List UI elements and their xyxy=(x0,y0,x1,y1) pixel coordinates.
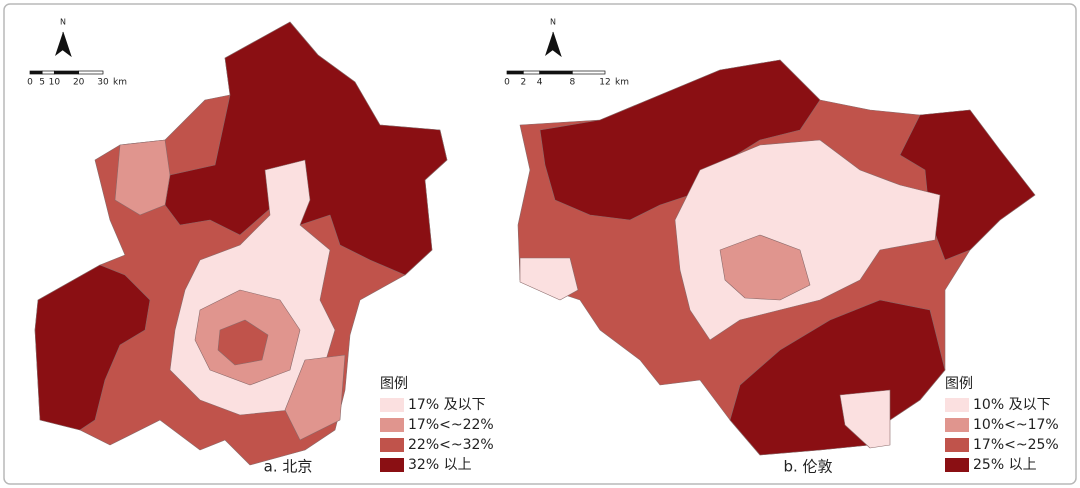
scale-unit: km xyxy=(615,78,629,88)
scale-tick-label: 12 xyxy=(599,78,610,88)
legend-swatch xyxy=(380,398,404,412)
north-arrow xyxy=(62,31,72,58)
legend-swatch xyxy=(945,438,969,452)
legend-swatch xyxy=(380,418,404,432)
london-map xyxy=(517,59,1036,456)
north-arrow xyxy=(545,32,553,56)
legend-swatch xyxy=(945,458,969,472)
scale-tick-label: 0 xyxy=(504,78,510,88)
legend-label: 17%<~25% xyxy=(973,437,1059,453)
legend-label: 32% 以上 xyxy=(408,457,472,473)
scale-segment xyxy=(539,70,573,75)
scale-segment xyxy=(78,70,104,75)
north-label: N xyxy=(550,18,556,27)
scale-tick-label: 10 xyxy=(49,78,61,88)
scale-tick-label: 8 xyxy=(569,78,575,88)
legend-label: 22%<~32% xyxy=(408,437,494,453)
north-arrow xyxy=(55,32,63,56)
legend-title: 图例 xyxy=(945,376,973,392)
legend-label: 17%<~22% xyxy=(408,417,494,433)
legend-swatch xyxy=(945,418,969,432)
scale-segment xyxy=(522,70,541,75)
north-label: N xyxy=(60,18,66,27)
scale-tick-label: 2 xyxy=(520,78,526,88)
scale-segment xyxy=(571,70,606,75)
scale-tick-label: 0 xyxy=(27,78,33,88)
panel-caption: a. 北京 xyxy=(264,458,313,476)
scale-tick-label: 30 xyxy=(97,78,109,88)
legend-label: 10%<~17% xyxy=(973,417,1059,433)
north-arrow xyxy=(552,31,562,58)
legend-swatch xyxy=(945,398,969,412)
scale-segment xyxy=(506,70,524,75)
scale-tick-label: 5 xyxy=(39,78,45,88)
legend-swatch xyxy=(380,438,404,452)
scale-tick-label: 4 xyxy=(537,78,543,88)
scale-unit: km xyxy=(113,78,127,88)
scale-segment xyxy=(29,70,43,75)
scale-tick-label: 20 xyxy=(73,78,85,88)
legend-label: 25% 以上 xyxy=(973,457,1037,473)
legend-label: 10% 及以下 xyxy=(973,397,1051,413)
beijing-map xyxy=(34,21,448,466)
legend-label: 17% 及以下 xyxy=(408,397,486,413)
legend-title: 图例 xyxy=(380,376,408,392)
panel-caption: b. 伦敦 xyxy=(783,458,832,476)
legend-swatch xyxy=(380,458,404,472)
scale-segment xyxy=(53,70,80,75)
scale-segment xyxy=(41,70,55,75)
